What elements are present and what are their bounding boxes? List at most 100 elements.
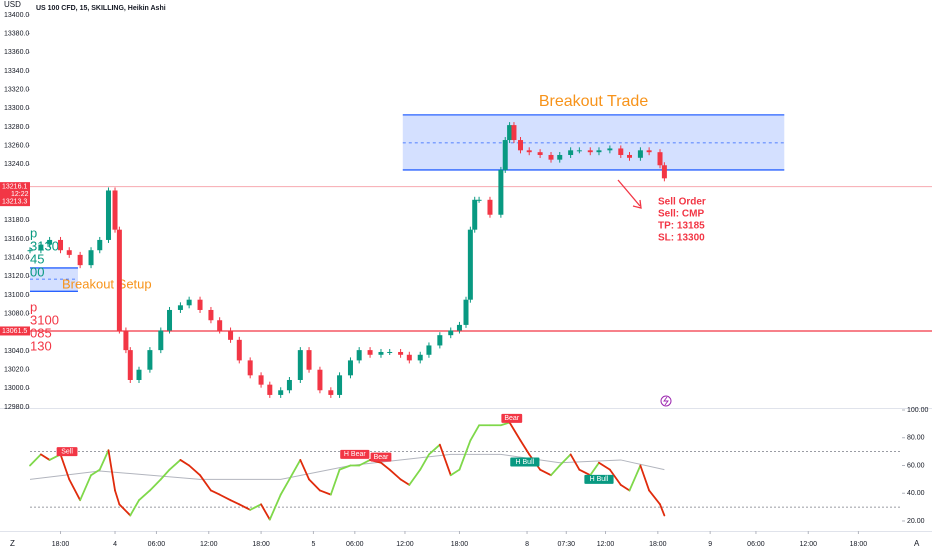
rsi-segment [499, 421, 511, 427]
candle [347, 360, 353, 376]
rsi-signal-label: Sell [61, 448, 73, 455]
rsi-segment [210, 489, 221, 496]
candle [317, 369, 323, 391]
rsi-segment [508, 421, 522, 442]
rsi-signal-label: H Bear [344, 451, 366, 458]
y-tick-label: 13120.0 [4, 273, 29, 280]
x-tick-label: 07:30 [558, 541, 576, 548]
candle [557, 154, 563, 160]
candle [105, 190, 111, 240]
y-tick-label: 13140.0 [4, 255, 29, 262]
price-label: 13061.5 [2, 328, 27, 335]
rsi-segment [388, 468, 402, 481]
long-label: p [30, 225, 37, 240]
candle [77, 254, 83, 266]
rsi-segment [659, 503, 666, 517]
zone-title: Breakout Setup [62, 277, 152, 292]
rsi-segment [438, 443, 452, 477]
candle [58, 239, 64, 251]
rsi-pane: Sell H Bear Bear Bear H Bull H Bull [29, 413, 902, 521]
arrow-head [632, 199, 642, 209]
x-tick-label: 18:00 [649, 541, 667, 548]
candle [637, 150, 643, 158]
rsi-segment [619, 484, 631, 492]
rsi-segment [539, 468, 552, 477]
y-tick-label: 12980.0 [4, 404, 29, 411]
event-icon[interactable] [660, 395, 672, 407]
candle [306, 350, 312, 370]
rsi-segment [238, 503, 252, 511]
price-label-box [0, 182, 30, 207]
y-tick-label: 13180.0 [4, 217, 29, 224]
price-label-box [0, 326, 30, 336]
footer-right[interactable]: A [914, 539, 920, 548]
candle [328, 390, 334, 395]
candle [587, 150, 593, 153]
candle [208, 309, 214, 321]
candle [278, 390, 284, 395]
rsi-signal-label: H Bull [516, 459, 535, 466]
rsi-segment [319, 489, 332, 496]
rsi-segment [129, 499, 140, 517]
rsi-signal-label: Bear [374, 454, 389, 461]
candle [197, 299, 203, 310]
candle [406, 354, 412, 361]
sell-note: Sell: CMP [658, 209, 704, 220]
candle [437, 335, 443, 346]
currency: USD [4, 0, 21, 9]
candle [228, 330, 234, 340]
rsi-segment [598, 461, 611, 471]
rsi-tick-label: 20.00 [907, 518, 925, 525]
rsi-segment [338, 464, 352, 471]
y-tick-label: 13380.0 [4, 30, 29, 37]
x-tick-label: 06:00 [346, 541, 364, 548]
rsi-segment [118, 503, 132, 517]
x-tick-label: 5 [311, 541, 315, 548]
arrow [617, 179, 641, 207]
x-tick-label: 12:00 [597, 541, 615, 548]
x-tick-label: 18:00 [252, 541, 270, 548]
candle [607, 148, 613, 151]
y-tick-label: 13360.0 [4, 49, 29, 56]
candle [356, 350, 362, 361]
candle [127, 350, 133, 380]
candle [236, 339, 242, 361]
rsi-segment [358, 459, 371, 467]
candle [97, 239, 103, 251]
rsi-segment [608, 468, 622, 486]
short-label: 130 [30, 338, 52, 353]
rsi-segment [218, 493, 232, 502]
rsi-segment [159, 468, 171, 481]
candle [661, 165, 667, 179]
price-label: 13216.1 [2, 183, 27, 190]
candle [136, 369, 142, 380]
rsi-segment [329, 468, 341, 496]
candle [47, 239, 53, 245]
candle [487, 199, 493, 215]
rsi-signal [584, 474, 614, 484]
countdown: 12:22 [11, 191, 29, 198]
x-tick-label: 9 [708, 541, 712, 548]
footer-left[interactable]: Z [10, 539, 15, 548]
rsi-signal [340, 449, 370, 459]
rsi-segment [408, 468, 422, 486]
chart-title: US 100 CFD, 15, SKILLING, Heikin Ashi [36, 5, 166, 12]
rsi-segment [458, 439, 472, 471]
candle [507, 125, 513, 141]
rsi-segment [589, 461, 600, 477]
candle [456, 324, 462, 331]
long-label: 00 [30, 264, 44, 279]
rsi-signal [501, 413, 523, 423]
rsi-segment [114, 489, 121, 506]
candle [463, 299, 469, 325]
long-label: 45 [30, 251, 44, 266]
rsi-segment [299, 459, 310, 481]
x-tick-label: 06:00 [747, 541, 765, 548]
candle [112, 190, 118, 230]
rsi-segment [148, 478, 162, 492]
candle [472, 199, 478, 230]
rsi-segment [578, 468, 592, 477]
x-tick-label: 18:00 [850, 541, 868, 548]
